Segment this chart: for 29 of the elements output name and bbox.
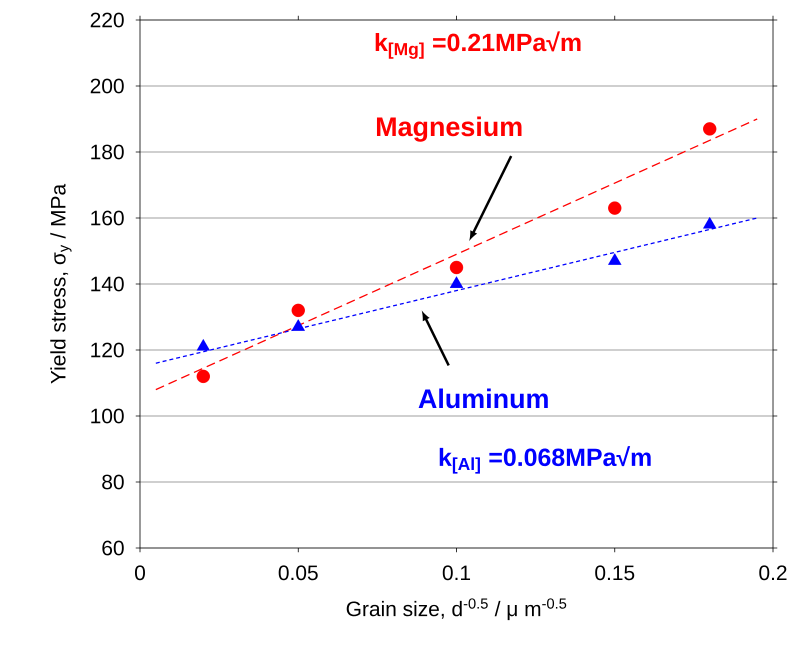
y-tick-label: 80	[102, 474, 124, 490]
point	[450, 276, 464, 288]
point	[608, 253, 622, 265]
x-tick-label: 0.1	[442, 565, 470, 580]
x-tick-label: 0	[134, 565, 145, 580]
point	[703, 216, 716, 229]
annotation: k$_{[Mg]}$ =0.21MPa√m	[376, 31, 581, 59]
y-tick-label: 60	[102, 540, 124, 556]
point	[292, 304, 305, 318]
y-tick-label: 180	[91, 144, 124, 160]
y-tick-label: 220	[90, 12, 124, 28]
y-tick-label: 140	[91, 276, 124, 292]
y-tick-label: 120	[91, 342, 124, 358]
x-axis-title: Grain size, d$^{-0.5}$ / μ m$^{-0.5}$	[346, 598, 566, 620]
y-tick-label: 160	[91, 210, 124, 226]
y-tick-label: 200	[90, 78, 124, 94]
y-tick-label: 100	[91, 408, 124, 424]
x-tick-label: 0.2	[759, 565, 786, 580]
point	[703, 122, 716, 136]
y-axis-title: Yield stress, σ$_{y}$ / MPa	[50, 184, 72, 384]
point	[450, 260, 464, 274]
x-tick-label: 0.15	[595, 565, 634, 580]
annotation: Magnesium	[376, 116, 522, 142]
annotation: k$_{[Al]}$ =0.068MPa√m	[440, 446, 651, 474]
point	[292, 319, 305, 331]
point	[608, 201, 622, 215]
point	[196, 339, 210, 351]
x-tick-label: 0.05	[278, 565, 318, 580]
annotation: Aluminum	[418, 388, 548, 408]
